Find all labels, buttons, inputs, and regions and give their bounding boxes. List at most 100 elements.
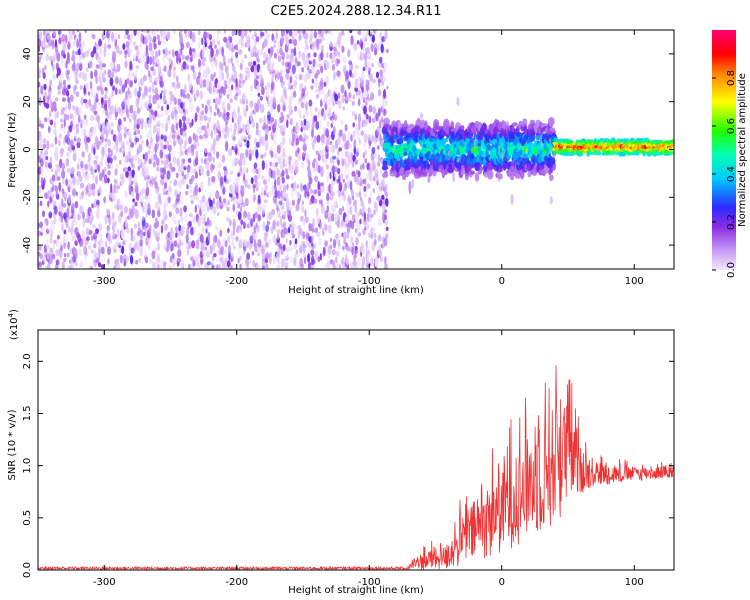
spectrogram-cell bbox=[173, 240, 178, 248]
spectrogram-cell bbox=[54, 136, 58, 145]
spectrogram-cell bbox=[135, 259, 139, 265]
spectrogram-cell bbox=[405, 170, 412, 175]
spectrogram-cell bbox=[288, 108, 293, 115]
spectrogram-cell bbox=[297, 30, 301, 34]
y-tick-label: 2.0 bbox=[22, 353, 33, 369]
spectrogram-cell bbox=[62, 79, 67, 87]
spectrogram-cell bbox=[153, 176, 157, 184]
spectrogram-cell bbox=[96, 207, 100, 214]
spectrogram-cell bbox=[303, 74, 307, 82]
spectrogram-cell bbox=[213, 137, 216, 147]
spectrogram-cell bbox=[227, 200, 230, 206]
spectrogram-cell bbox=[80, 241, 85, 247]
spectrogram-cell bbox=[145, 186, 150, 197]
spectrogram-cell bbox=[315, 207, 319, 216]
spectrogram-cell bbox=[206, 127, 211, 137]
spectrogram-cell bbox=[304, 101, 308, 112]
spectrogram-cell bbox=[351, 170, 356, 177]
spectrogram-cell bbox=[306, 45, 309, 50]
spectrogram-cell bbox=[139, 134, 142, 140]
spectrogram-cell bbox=[258, 129, 262, 139]
spectrogram-cell bbox=[185, 64, 190, 70]
spectrogram-cell bbox=[351, 111, 355, 116]
spectrogram-cell bbox=[238, 159, 243, 167]
spectrogram-cell bbox=[347, 49, 351, 58]
spectrogram-cell bbox=[313, 52, 317, 58]
spectrogram-cell bbox=[79, 106, 83, 116]
spectrogram-cell bbox=[163, 144, 168, 150]
spectrogram-cell bbox=[165, 154, 170, 159]
spectrogram-cell bbox=[40, 164, 44, 175]
spectrogram-cell bbox=[341, 256, 345, 265]
spectrogram-cell bbox=[161, 219, 165, 225]
spectrogram-cell bbox=[146, 138, 149, 146]
spectrogram-cell bbox=[100, 88, 104, 96]
spectrogram-cell bbox=[112, 195, 116, 202]
spectrogram-cell bbox=[136, 241, 140, 252]
spectrogram-cell bbox=[38, 184, 42, 194]
spectrogram-cell bbox=[88, 229, 93, 235]
spectrogram-cell bbox=[98, 262, 102, 268]
spectrogram-cell bbox=[149, 258, 153, 264]
spectrogram-cell bbox=[360, 242, 364, 252]
spectrogram-cell bbox=[304, 37, 308, 47]
spectrogram-cell bbox=[81, 151, 85, 158]
spectrogram-cell bbox=[216, 264, 220, 269]
x-tick-label: 100 bbox=[625, 577, 644, 588]
spectrogram-cell bbox=[101, 63, 106, 68]
spectrogram-cell bbox=[66, 69, 70, 75]
y-tick-label: 1.0 bbox=[22, 458, 33, 474]
spectrogram-cell bbox=[156, 228, 161, 238]
spectrogram-cell bbox=[206, 66, 210, 74]
spectrogram-cell bbox=[230, 231, 234, 239]
spectrogram-cell bbox=[374, 169, 379, 178]
spectrogram-cell bbox=[314, 61, 319, 69]
spectrogram-cell bbox=[107, 246, 111, 256]
spectrogram-cell bbox=[99, 160, 103, 168]
spectrogram-cell bbox=[232, 262, 236, 269]
spectrogram-cell bbox=[363, 133, 368, 143]
spectrogram-cell bbox=[99, 70, 103, 76]
spectrogram-cell bbox=[290, 48, 295, 54]
spectrogram-cell bbox=[214, 87, 219, 93]
spectrogram-cell bbox=[183, 30, 187, 35]
spectrogram-cell bbox=[171, 134, 176, 140]
spectrogram-cell bbox=[260, 187, 265, 195]
spectrogram-cell bbox=[366, 245, 370, 251]
spectrogram-cell bbox=[273, 235, 277, 244]
spectrogram-cell bbox=[149, 56, 153, 65]
spectrogram-cell bbox=[115, 135, 119, 142]
spectrogram-cell bbox=[209, 147, 213, 153]
spectrogram-cell bbox=[144, 251, 148, 257]
spectrogram-cell bbox=[326, 192, 330, 201]
spectrogram-cell bbox=[189, 122, 193, 128]
spectrogram-cell bbox=[67, 100, 72, 111]
spectrogram-cell bbox=[230, 253, 234, 258]
spectrogram-cell bbox=[379, 168, 383, 175]
spectrogram-cell bbox=[173, 179, 178, 186]
spectrogram-cell bbox=[474, 172, 480, 182]
spectrogram-cell bbox=[301, 52, 306, 61]
spectrogram-cell bbox=[141, 30, 144, 33]
spectrogram-cell bbox=[44, 266, 48, 269]
spectrogram-cell bbox=[376, 71, 379, 79]
spectrogram-cell bbox=[40, 123, 44, 129]
spectrogram-cell bbox=[43, 244, 48, 253]
spectrogram-cell bbox=[52, 73, 56, 80]
spectrogram-cell bbox=[160, 111, 165, 118]
spectrogram-cell bbox=[78, 32, 82, 42]
spectrogram-cell bbox=[255, 264, 260, 269]
spectrogram-cell bbox=[260, 32, 265, 37]
spectrogram-cell bbox=[67, 41, 71, 50]
spectrogram-cell bbox=[157, 192, 162, 200]
spectrogram-cell bbox=[246, 240, 250, 248]
spectrogram-cell bbox=[272, 170, 276, 180]
spectrogram-cell bbox=[98, 38, 103, 47]
spectrogram-cell bbox=[141, 187, 145, 195]
spectrogram-cell bbox=[185, 55, 190, 60]
spectrogram-cell bbox=[497, 173, 503, 180]
spectrogram-cell bbox=[384, 30, 388, 39]
spectrogram-cell bbox=[302, 30, 306, 35]
spectrogram-cell bbox=[96, 199, 100, 206]
spectrogram-cell bbox=[381, 194, 385, 200]
